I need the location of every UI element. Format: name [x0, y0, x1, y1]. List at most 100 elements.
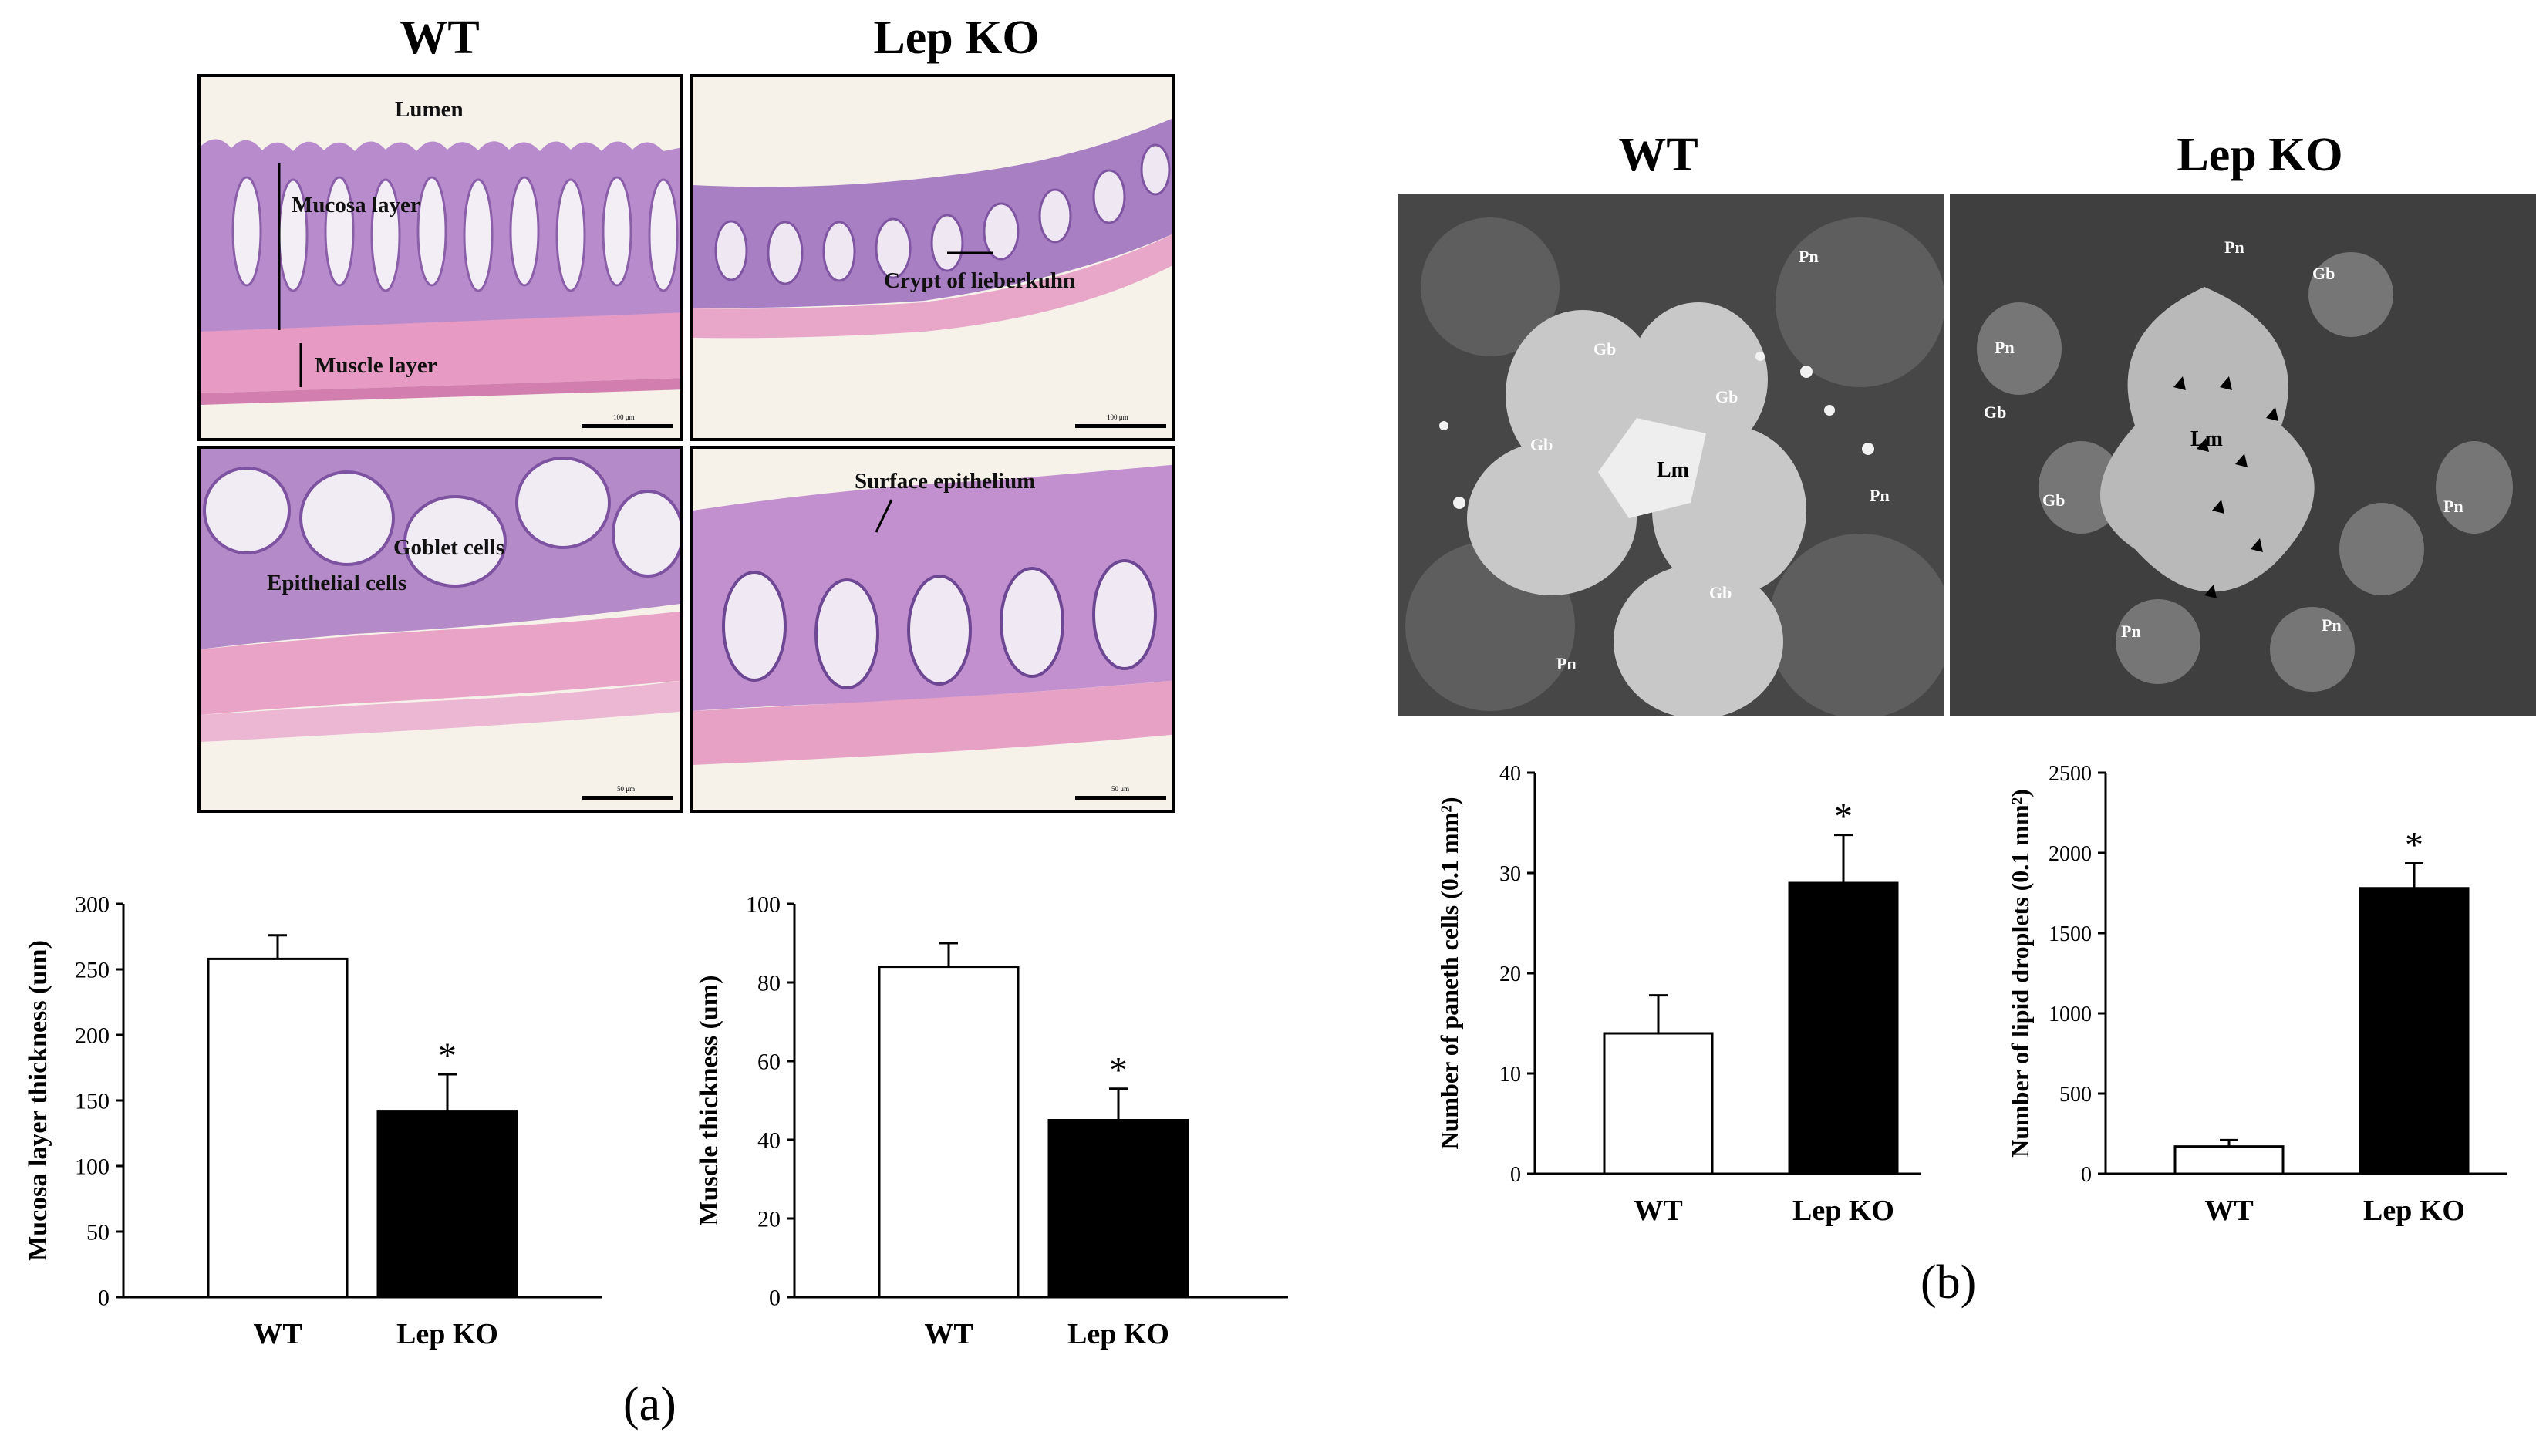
y-tick-label: 1500: [2049, 922, 2092, 946]
micrograph-lepko-high-mag: Surface epithelium 50 μm: [690, 446, 1175, 813]
chart-paneth-cells: 0 10 20 30 40 WT * Lep KO Number of paneth cells…: [1435, 762, 1921, 1227]
y-tick-label: 40: [1499, 762, 1521, 786]
em-image-wt: [1398, 194, 1944, 716]
panel-a-heading-lepko: Lep KO: [873, 12, 1040, 64]
scale-bar-label: 50 μm: [617, 785, 636, 793]
micrograph-wt-high-mag: Goblet cells Epithelial cells 50 μm: [197, 446, 683, 813]
scale-bar-label: 100 μm: [613, 413, 635, 421]
y-tick-label: 30: [1499, 862, 1521, 886]
scale-bar-label: 100 μm: [1107, 413, 1128, 421]
y-axis-label: Number of paneth cells (0.1 mm²): [1435, 797, 1463, 1150]
x-category-label: WT: [1634, 1195, 1682, 1227]
x-category-label: Lep KO: [1792, 1195, 1894, 1227]
label-mucosa-layer: Mucosa layer: [292, 193, 420, 217]
he-stain-image-wt-top: [201, 77, 680, 438]
em-image-lepko: [1950, 194, 2536, 716]
em-label: Pn: [2443, 497, 2463, 516]
y-tick-label: 20: [757, 1207, 781, 1232]
panel-a-letter: (a): [623, 1378, 676, 1431]
y-tick-label: 100: [746, 892, 781, 918]
he-stain-image-lepko-top: [693, 77, 1172, 438]
x-category-label: WT: [924, 1318, 973, 1350]
label-lumen: Lumen: [395, 97, 464, 122]
em-label: Gb: [1984, 403, 2007, 422]
chart-mucosa-thickness: 0 50 100 150 200 250 300 WT * Lep KO Mucosa layer …: [24, 892, 602, 1350]
em-label: Lm: [1657, 458, 1689, 482]
he-stain-image-wt-bottom: [201, 449, 680, 810]
bar-wt: [2173, 1145, 2285, 1175]
label-surface-epithelium: Surface epithelium: [855, 469, 1036, 494]
em-label: Gb: [1593, 339, 1617, 359]
bar-wt: [207, 957, 349, 1299]
y-tick-label: 0: [2081, 1163, 2092, 1187]
y-tick-label: 2500: [2049, 762, 2092, 786]
y-tick-label: 500: [2059, 1083, 2092, 1107]
em-label: Gb: [1530, 435, 1553, 454]
y-axis-label: Number of lipid droplets (0.1 mm²): [2006, 789, 2034, 1158]
em-label: Gb: [2312, 264, 2335, 283]
x-category-label: WT: [253, 1318, 302, 1350]
y-tick-label: 80: [757, 971, 781, 996]
bar-lep-ko: [1788, 881, 1899, 1175]
panel-b-heading-wt: WT: [1618, 129, 1698, 181]
he-stain-image-lepko-bottom: [693, 449, 1172, 810]
y-tick-label: 20: [1499, 962, 1521, 986]
panel-b-letter: (b): [1921, 1256, 1977, 1309]
em-label: Lm: [2190, 427, 2223, 451]
y-tick-label: 2000: [2049, 842, 2092, 866]
em-label: Pn: [2224, 238, 2244, 257]
scale-bar: [1075, 796, 1166, 800]
bar-lep-ko: [376, 1110, 518, 1299]
x-category-label: Lep KO: [1067, 1318, 1169, 1350]
em-label: Gb: [2042, 490, 2066, 510]
y-tick-label: 250: [75, 958, 110, 983]
em-label: Pn: [1870, 486, 1890, 505]
micrograph-lepko-low-mag: Crypt of lieberkuhn 100 μm: [690, 74, 1175, 441]
em-micrograph-wt: Pn Gb Gb Gb Lm Pn Gb Pn: [1398, 194, 1944, 716]
label-epithelial-cells: Epithelial cells: [267, 571, 407, 595]
scale-bar: [582, 796, 673, 800]
em-label: Pn: [2322, 615, 2342, 635]
em-label: Gb: [1709, 583, 1732, 602]
panel-b-heading-lepko: Lep KO: [2177, 129, 2343, 181]
panel-a-heading-wt: WT: [400, 12, 480, 64]
y-axis-label: Muscle thickness (um): [695, 976, 723, 1226]
bar-lep-ko: [1047, 1119, 1189, 1299]
significance-marker: *: [2405, 825, 2423, 866]
em-label: Pn: [1995, 338, 2015, 357]
label-muscle-layer: Muscle layer: [315, 353, 437, 378]
y-tick-label: 300: [75, 892, 110, 918]
chart-muscle-thickness: 0 20 40 60 80 100 WT * Lep KO Muscle thickness (u…: [695, 892, 1288, 1350]
x-category-label: WT: [2204, 1195, 2253, 1227]
significance-marker: *: [1834, 797, 1853, 838]
y-tick-label: 0: [1510, 1163, 1521, 1187]
scale-bar: [582, 424, 673, 428]
significance-marker: *: [1109, 1050, 1128, 1091]
label-goblet-cells: Goblet cells: [393, 535, 505, 560]
y-tick-label: 0: [769, 1286, 781, 1311]
y-tick-label: 40: [757, 1128, 781, 1154]
x-category-label: Lep KO: [2363, 1195, 2465, 1227]
y-tick-label: 100: [75, 1154, 110, 1180]
scale-bar-label: 50 μm: [1111, 785, 1130, 793]
y-tick-label: 0: [98, 1286, 110, 1311]
x-category-label: Lep KO: [396, 1318, 498, 1350]
bar-wt: [878, 966, 1020, 1299]
y-tick-label: 200: [75, 1023, 110, 1049]
chart-lipid-droplets: 0 500 1000 1500 2000 2500 WT * Lep KO Number of l…: [2006, 762, 2507, 1227]
y-tick-label: 150: [75, 1089, 110, 1114]
scale-bar: [1075, 424, 1166, 428]
bar-lep-ko: [2359, 887, 2470, 1175]
em-micrograph-lepko: Pn Gb Pn Gb Lm Gb Pn Pn Pn: [1950, 194, 2536, 716]
y-tick-label: 10: [1499, 1063, 1521, 1087]
label-crypt-of-lieberkuhn: Crypt of lieberkuhn: [884, 268, 1076, 293]
micrograph-wt-low-mag: Lumen Mucosa layer Muscle layer 100 μm: [197, 74, 683, 441]
bar-wt: [1603, 1032, 1714, 1175]
em-label: Pn: [2121, 622, 2141, 641]
y-tick-label: 60: [757, 1050, 781, 1075]
y-tick-label: 50: [86, 1220, 110, 1245]
em-label: Gb: [1715, 387, 1738, 406]
em-label: Pn: [1799, 247, 1819, 266]
y-axis-label: Mucosa layer thickness (um): [24, 940, 52, 1261]
em-label: Pn: [1556, 654, 1577, 673]
